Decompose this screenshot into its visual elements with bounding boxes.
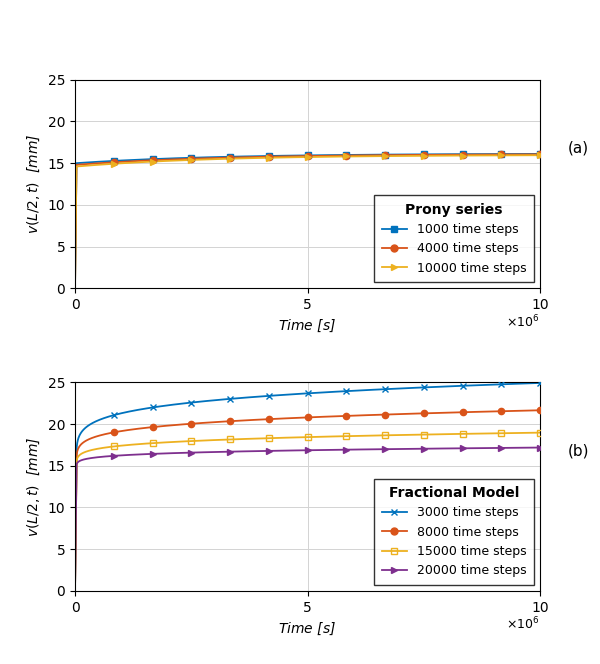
Text: (a): (a) (568, 141, 589, 156)
X-axis label: $Time$ [s]: $Time$ [s] (278, 620, 337, 637)
Legend: 3000 time steps, 8000 time steps, 15000 time steps, 20000 time steps: 3000 time steps, 8000 time steps, 15000 … (374, 479, 534, 585)
Y-axis label: $v(L/2, t)$  [mm]: $v(L/2, t)$ [mm] (26, 134, 42, 234)
Text: (b): (b) (568, 444, 589, 458)
Y-axis label: $v(L/2, t)$  [mm]: $v(L/2, t)$ [mm] (26, 436, 42, 537)
X-axis label: $Time$ [s]: $Time$ [s] (278, 317, 337, 334)
Legend: 1000 time steps, 4000 time steps, 10000 time steps: 1000 time steps, 4000 time steps, 10000 … (374, 195, 534, 282)
Text: $\times10^6$: $\times10^6$ (506, 313, 540, 330)
Text: $\times10^6$: $\times10^6$ (506, 616, 540, 633)
